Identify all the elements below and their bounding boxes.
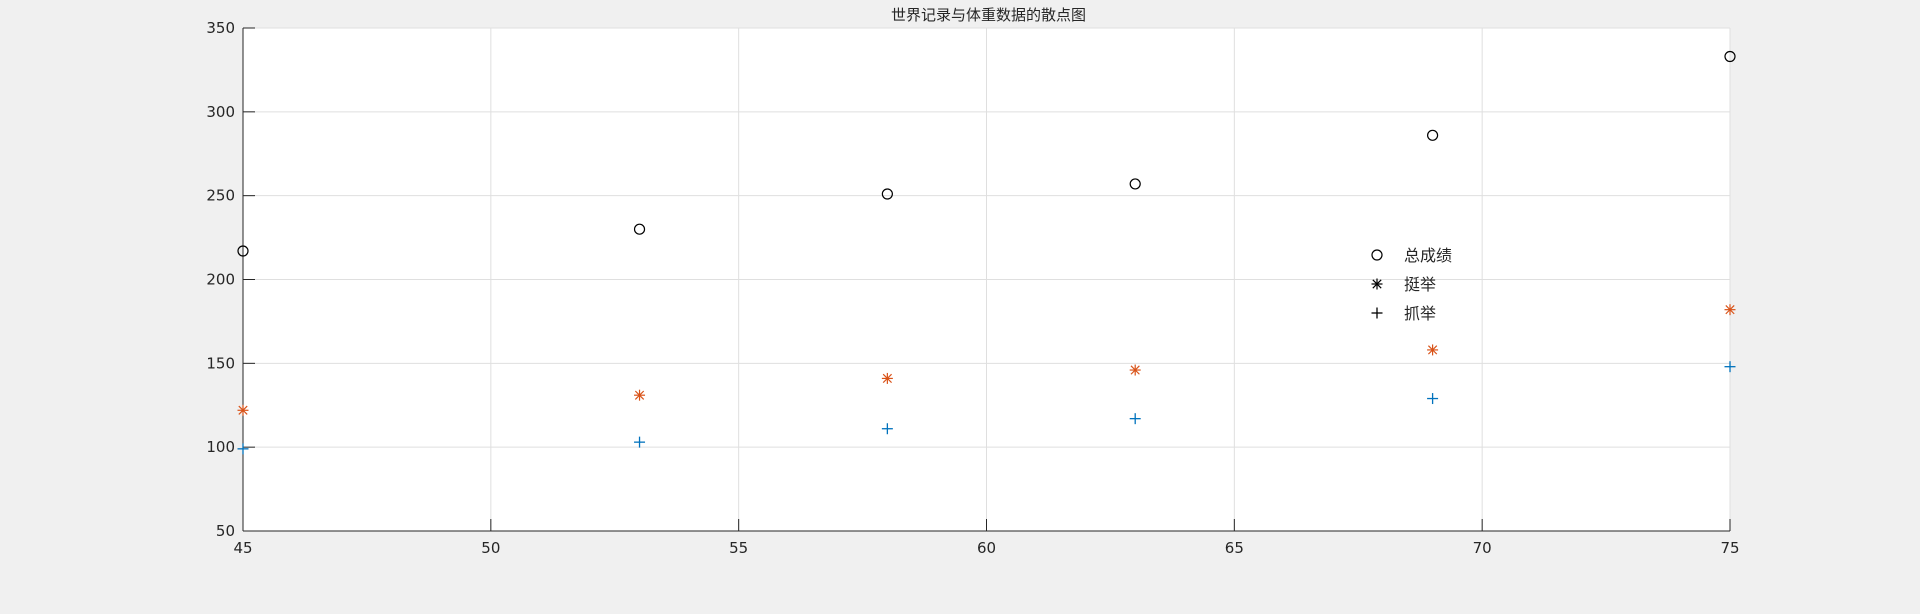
asterisk-data-point <box>634 389 646 401</box>
asterisk-marker-d2 <box>882 373 892 384</box>
asterisk-data-point <box>237 404 249 416</box>
legend-marker <box>1371 278 1383 290</box>
x-tick-label: 75 <box>1720 539 1739 557</box>
circle-marker-shape <box>1129 178 1141 190</box>
data-markers <box>237 50 1736 455</box>
y-tick-label: 50 <box>216 522 235 540</box>
circle-marker-shape <box>1724 50 1736 63</box>
circle-data-point <box>633 223 646 235</box>
legend-marker <box>1371 249 1383 261</box>
x-tick-label: 70 <box>1473 539 1492 557</box>
legend-item: 抓举 <box>1371 304 1436 323</box>
asterisk-marker-d2 <box>1372 279 1382 289</box>
series-1 <box>237 50 1736 257</box>
plus-data-point <box>1724 361 1736 373</box>
plus-data-point <box>237 443 249 455</box>
plus-data-point <box>1129 413 1141 425</box>
x-tick-label: 60 <box>977 539 996 557</box>
plus-data-point <box>1427 393 1439 405</box>
circle-marker-shape <box>881 188 893 200</box>
y-tick-label: 350 <box>206 19 235 37</box>
asterisk-marker-d2 <box>1427 345 1438 355</box>
legend-item: 挺举 <box>1371 275 1436 294</box>
circle-data-point <box>1426 129 1439 141</box>
asterisk-data-point <box>1724 304 1736 316</box>
y-tick-label: 100 <box>206 438 235 456</box>
series-2 <box>237 304 1736 416</box>
chart-title: 世界记录与体重数据的散点图 <box>891 6 1086 24</box>
circle-data-point <box>1724 50 1736 63</box>
plus-data-point <box>634 436 646 448</box>
y-tick-label: 150 <box>206 354 235 372</box>
asterisk-marker-d2 <box>1130 365 1140 375</box>
circle-marker-shape <box>1371 249 1383 261</box>
asterisk-marker-d2 <box>238 405 248 415</box>
y-tick-label: 300 <box>206 103 235 121</box>
circle-marker-shape <box>237 245 249 257</box>
legend-label: 抓举 <box>1404 304 1436 323</box>
x-tick-label: 45 <box>233 539 252 557</box>
y-tick-label: 200 <box>206 271 235 289</box>
asterisk-marker-d2 <box>1725 305 1735 315</box>
x-tick-label: 55 <box>729 539 748 557</box>
circle-marker-shape <box>1426 129 1439 141</box>
asterisk-data-point <box>881 372 893 384</box>
series-3 <box>237 361 1736 455</box>
y-tick-label: 250 <box>206 187 235 205</box>
x-tick-label: 50 <box>481 539 500 557</box>
asterisk-data-point <box>1129 364 1141 376</box>
asterisk-marker-d2 <box>634 390 645 400</box>
plus-data-point <box>881 423 893 435</box>
legend-marker <box>1371 307 1383 319</box>
circle-data-point <box>237 245 249 257</box>
x-tick-label: 65 <box>1225 539 1244 557</box>
legend-item: 总成绩 <box>1371 246 1452 265</box>
asterisk-data-point <box>1427 344 1439 356</box>
legend-label: 总成绩 <box>1404 246 1452 265</box>
circle-marker-shape <box>633 223 646 235</box>
legend-label: 挺举 <box>1404 275 1436 294</box>
circle-data-point <box>881 188 893 200</box>
circle-data-point <box>1129 178 1141 190</box>
